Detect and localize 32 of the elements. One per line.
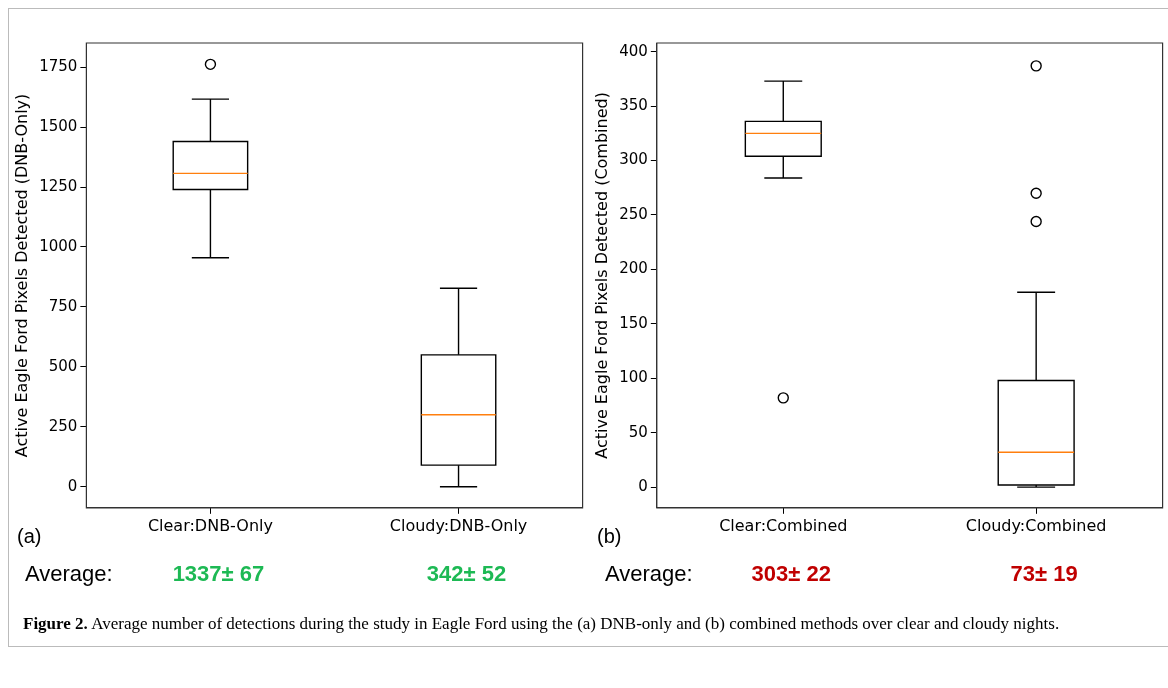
y-tick-label: 500 xyxy=(48,356,78,375)
text: 73± 19 xyxy=(1010,560,1078,586)
y-tick-label: 150 xyxy=(619,313,648,332)
y-tick-label: 400 xyxy=(619,41,648,60)
text: Average: xyxy=(605,560,693,586)
y-tick-label: 200 xyxy=(619,259,648,278)
x-tick-label: Clear:Combined xyxy=(719,515,848,535)
text: 1337± 67 xyxy=(172,560,265,586)
text: 303± 22 xyxy=(751,560,831,586)
y-tick-label: 750 xyxy=(48,296,78,315)
y-axis-title: Active Eagle Ford Pixels Detected (DNB-Only) xyxy=(11,93,31,458)
y-tick-label: 0 xyxy=(67,476,78,495)
y-tick-label: 1500 xyxy=(39,117,78,136)
caption: Figure 2. Average number of detections during the study in Eagle Ford using the (a) DNB-only and (b) combined methods over clear and cloudy nights. xyxy=(22,613,1061,635)
y-tick-label: 350 xyxy=(619,96,648,115)
text: 342± 52 xyxy=(426,560,507,586)
text: Average: xyxy=(25,560,113,586)
x-tick-label: Cloudy:DNB-Only xyxy=(389,515,528,535)
y-tick-label: 1750 xyxy=(39,57,78,76)
text: (a) xyxy=(17,525,42,548)
y-tick-label: 300 xyxy=(619,150,648,169)
text: (b) xyxy=(597,525,622,548)
y-tick-label: 0 xyxy=(638,477,648,496)
x-tick-label: Cloudy:Combined xyxy=(965,515,1107,535)
y-tick-label: 50 xyxy=(628,422,648,441)
y-tick-label: 1250 xyxy=(39,176,78,195)
y-tick-label: 1000 xyxy=(39,236,78,255)
y-axis-title: Active Eagle Ford Pixels Detected (Combined) xyxy=(591,92,611,459)
y-tick-label: 100 xyxy=(619,368,648,387)
x-tick-label: Clear:DNB-Only xyxy=(147,515,273,535)
y-tick-label: 250 xyxy=(619,204,648,223)
y-tick-label: 250 xyxy=(48,416,78,435)
